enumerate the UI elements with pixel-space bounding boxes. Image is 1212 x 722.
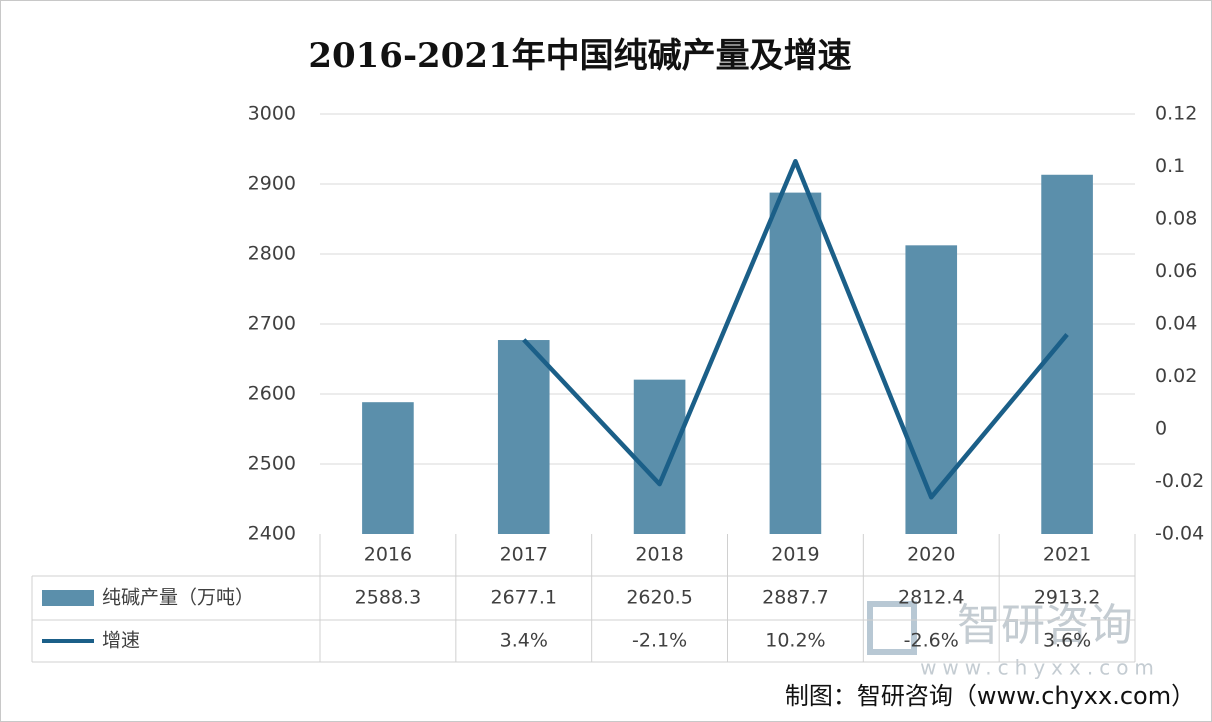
table-value: 3.6%	[1043, 630, 1091, 652]
x-tick-label: 2018	[635, 544, 683, 566]
x-tick-label: 2016	[364, 544, 412, 566]
y-tick-label: 2700	[248, 313, 296, 335]
y-tick-label: 2900	[248, 173, 296, 195]
bar	[769, 192, 822, 535]
table-value: 2620.5	[626, 587, 692, 609]
bar	[497, 340, 550, 534]
y-tick-label: 2400	[248, 523, 296, 545]
y-tick-label: 2800	[248, 243, 296, 265]
bar	[362, 402, 414, 534]
line	[522, 159, 1069, 500]
y2-tick-label: 0	[1155, 418, 1167, 440]
table-value: 10.2%	[765, 630, 825, 652]
source: 制图：智研咨询（www.chyxx.com）	[785, 682, 1195, 710]
bar	[905, 245, 958, 534]
watermark: 智研咨询 www.chyxx.com	[867, 600, 1160, 680]
y2-tick-label: 0.08	[1155, 208, 1197, 230]
chart-title: 2016-2021年中国纯碱产量及增速	[308, 36, 851, 76]
y2-tick-label: 0.12	[1155, 103, 1197, 125]
table-value: 2887.7	[762, 587, 828, 609]
watermark-url: www.chyxx.com	[920, 656, 1160, 680]
y2-tick-label: -0.04	[1155, 523, 1204, 545]
x-tick-label: 2017	[500, 544, 548, 566]
x-tick-label: 2020	[907, 544, 955, 566]
y2-tick-label: 0.04	[1155, 313, 1197, 335]
table-value: 2588.3	[355, 587, 421, 609]
legend-label: 纯碱产量（万吨）	[102, 587, 254, 609]
x-tick-label: 2019	[771, 544, 819, 566]
y-tick-label: 2500	[248, 453, 296, 475]
y-tick-label: 3000	[248, 103, 296, 125]
x-tick-label: 2021	[1043, 544, 1091, 566]
y2-tick-label: 0.1	[1155, 155, 1185, 177]
legend-swatch	[42, 590, 94, 606]
y-tick-label: 2600	[248, 383, 296, 405]
y2-tick-label: -0.02	[1155, 470, 1204, 492]
y2-tick-label: 0.02	[1155, 365, 1197, 387]
y2-tick-label: 0.06	[1155, 260, 1197, 282]
table-value: -2.6%	[904, 630, 959, 652]
table-value: 3.4%	[500, 630, 548, 652]
table-value: 2812.4	[898, 587, 964, 609]
watermark-text: 智研咨询	[957, 600, 1133, 651]
watermark-logo	[867, 601, 917, 655]
table-value: 2913.2	[1034, 587, 1100, 609]
legend-label: 增速	[102, 630, 140, 652]
table-value: 2677.1	[491, 587, 557, 609]
bar	[633, 379, 686, 534]
table-value: -2.1%	[632, 630, 687, 652]
